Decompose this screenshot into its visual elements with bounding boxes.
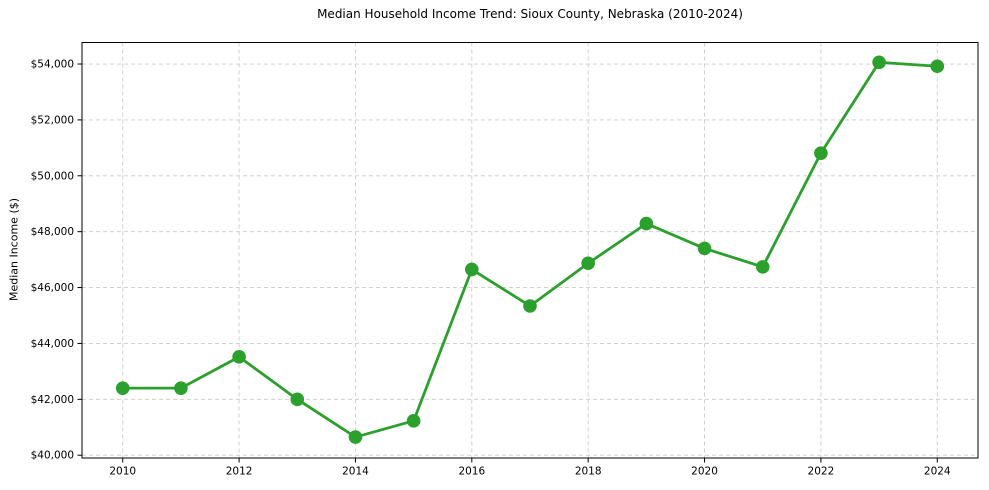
x-tick-label-2016: 2016 <box>458 466 485 478</box>
y-axis-label: Median Income ($) <box>7 197 21 302</box>
x-tick-label-2010: 2010 <box>109 466 136 478</box>
data-point-2010 <box>115 381 130 395</box>
y-tick-label-54000: $54,000 <box>31 59 74 71</box>
trend-line <box>121 60 939 439</box>
data-point-2019 <box>639 216 654 231</box>
data-point-2021 <box>755 260 770 274</box>
y-tick-label-40000: $40,000 <box>31 450 74 462</box>
chart-title: Median Household Income Trend: Sioux Cou… <box>317 7 743 21</box>
data-point-2011 <box>174 381 188 395</box>
y-tick-label-46000: $46,000 <box>31 282 74 294</box>
x-tick-label-2018: 2018 <box>575 466 602 478</box>
data-point-2020 <box>697 241 712 256</box>
data-point-2017 <box>523 299 537 313</box>
y-tick-label-48000: $48,000 <box>31 226 74 238</box>
x-tick-label-2012: 2012 <box>226 466 253 478</box>
y-tick-label-50000: $50,000 <box>31 170 74 182</box>
data-point-2016 <box>465 262 479 277</box>
y-tick-label-52000: $52,000 <box>31 114 74 126</box>
y-tick-label-42000: $42,000 <box>31 394 74 406</box>
x-tick-label-2020: 2020 <box>691 466 718 478</box>
x-tick-label-2014: 2014 <box>342 466 369 478</box>
data-point-2015 <box>406 414 421 428</box>
x-tick-label-2022: 2022 <box>808 466 835 478</box>
data-point-2012 <box>232 350 246 364</box>
data-point-2023 <box>872 55 886 70</box>
data-point-2024 <box>930 59 945 74</box>
data-point-2014 <box>348 430 363 444</box>
data-point-2013 <box>290 392 305 407</box>
y-tick-label-44000: $44,000 <box>31 338 74 350</box>
data-point-2022 <box>814 146 828 160</box>
x-tick-label-2024: 2024 <box>924 466 951 478</box>
plot-border <box>81 42 979 459</box>
data-point-2018 <box>581 256 595 271</box>
